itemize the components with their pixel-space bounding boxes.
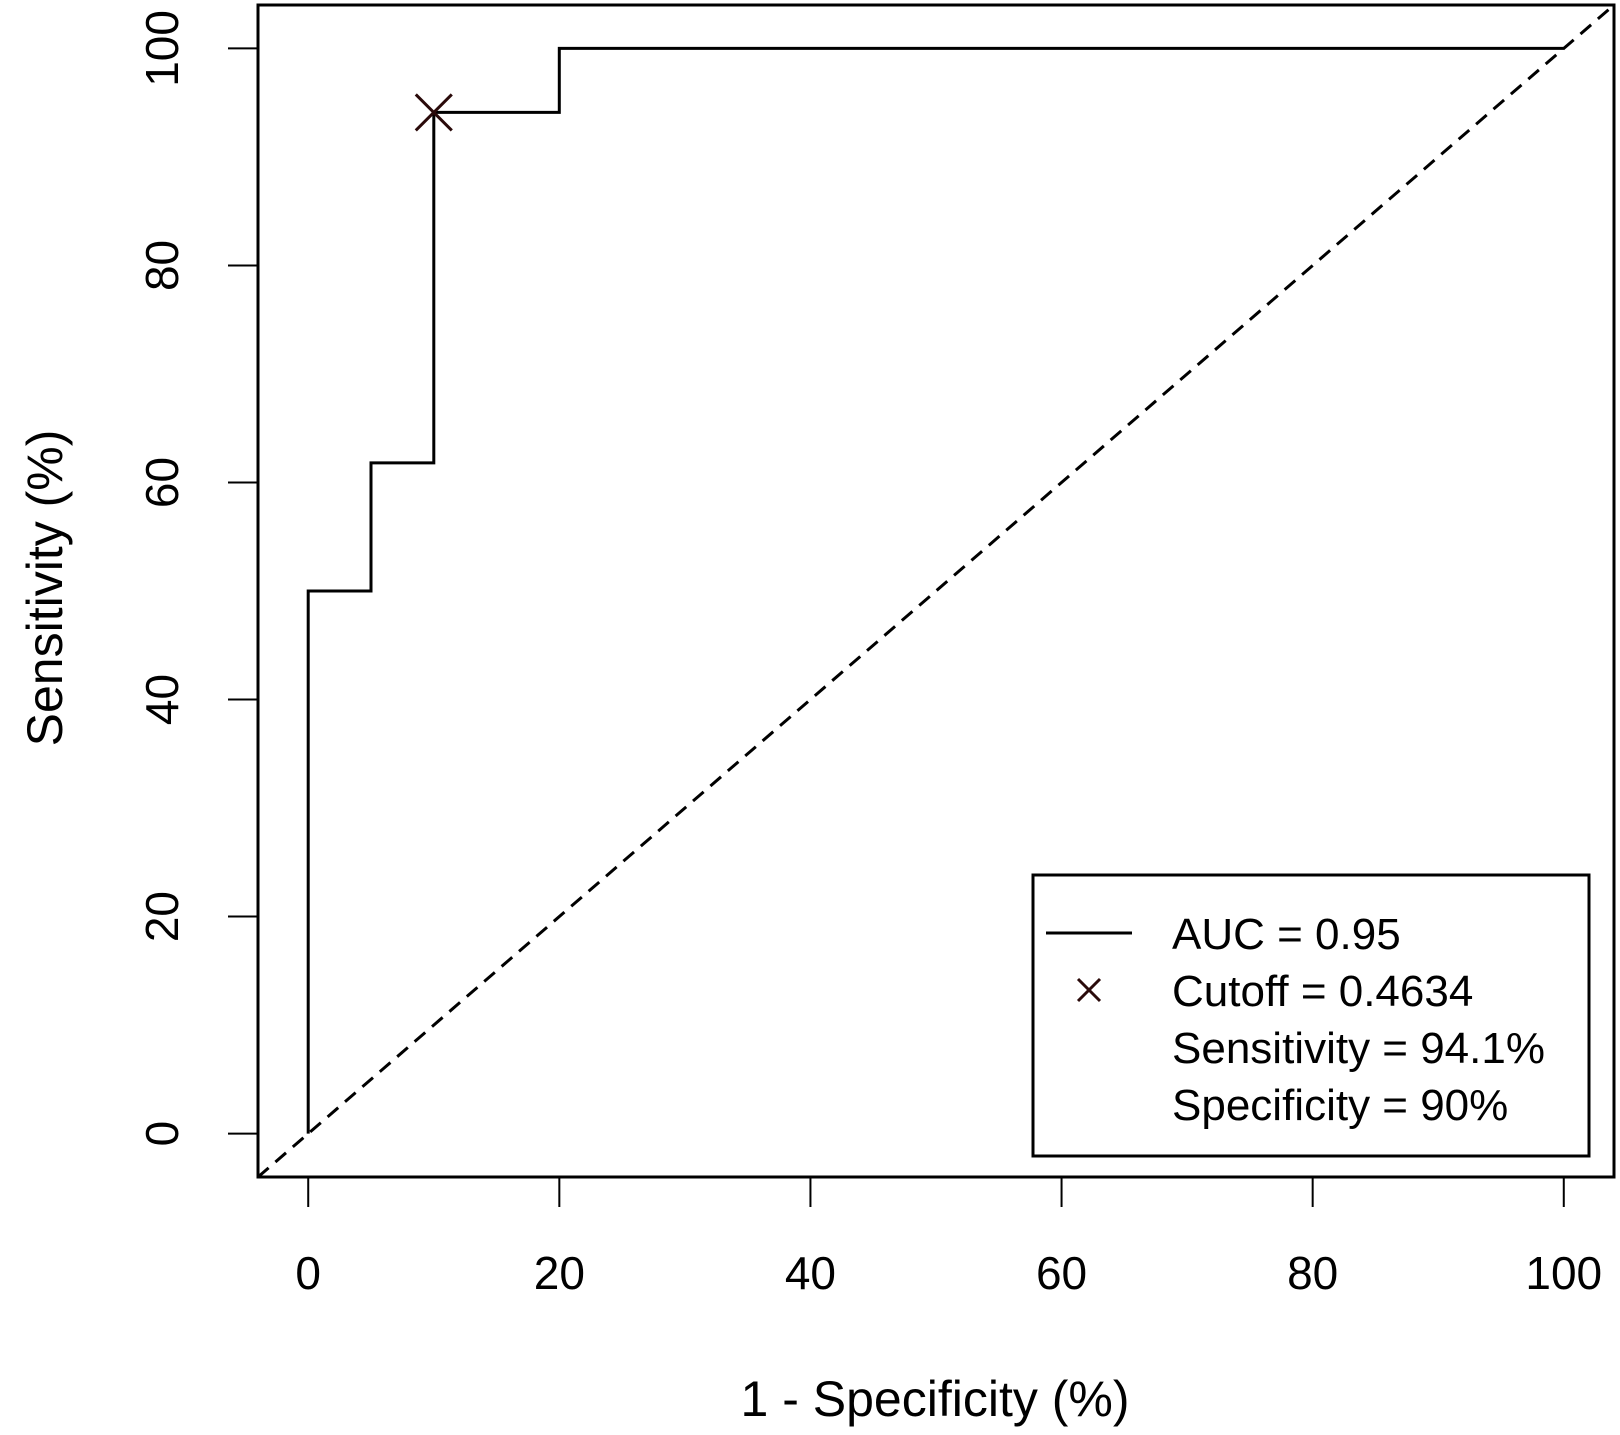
cutoff-marker-stroke xyxy=(414,93,453,132)
y-tick-label-20: 20 xyxy=(136,891,188,942)
legend-box xyxy=(1031,873,1591,1158)
x-tick-label-100: 100 xyxy=(1525,1247,1602,1299)
y-tick-label-40: 40 xyxy=(136,674,188,725)
y-tick-label-0: 0 xyxy=(136,1121,188,1147)
x-tick-label-0: 0 xyxy=(295,1247,321,1299)
legend-entry-label: AUC = 0.95 xyxy=(1172,910,1401,959)
x-tick-label-80: 80 xyxy=(1287,1247,1338,1299)
legend-entry-label: Specificity = 90% xyxy=(1172,1081,1508,1130)
x-tick-label-20: 20 xyxy=(534,1247,585,1299)
y-tick-label-60: 60 xyxy=(136,457,188,508)
y-axis-label: Sensitivity (%) xyxy=(17,430,73,747)
legend-entry-label: Sensitivity = 94.1% xyxy=(1172,1024,1545,1073)
x-axis-label: 1 - Specificity (%) xyxy=(741,1371,1130,1427)
legend-x-stroke xyxy=(1076,977,1102,1003)
roc-curve-line xyxy=(306,46,1564,1134)
y-tick-label-100: 100 xyxy=(136,10,188,87)
legend-x-symbol xyxy=(1076,977,1102,1003)
x-tick-label-60: 60 xyxy=(1036,1247,1087,1299)
x-tick-label-40: 40 xyxy=(785,1247,836,1299)
cutoff-point-marker xyxy=(414,93,453,132)
y-tick-label-80: 80 xyxy=(136,240,188,291)
plot-frame xyxy=(256,3,1616,1179)
legend-entry-label: Cutoff = 0.4634 xyxy=(1172,967,1473,1016)
